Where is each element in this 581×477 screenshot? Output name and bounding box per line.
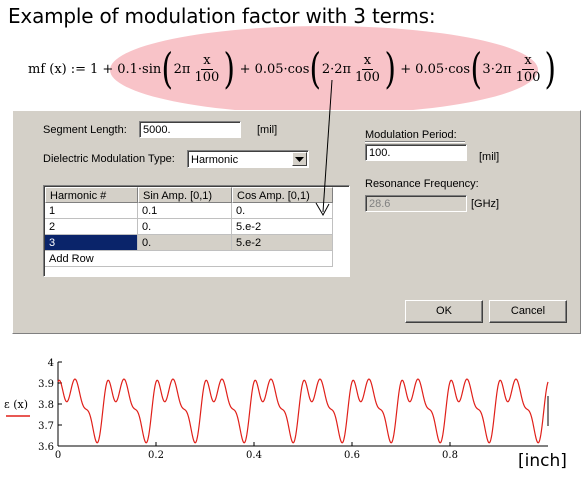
table-cell[interactable]: 1 [45, 203, 138, 219]
resonance-frequency-input: 28.6 [365, 195, 467, 212]
x-tick-label: 0.4 [246, 450, 262, 461]
y-tick-label: 4 [48, 358, 54, 369]
ok-button[interactable]: OK [405, 300, 483, 323]
dielectric-type-value: Harmonic [191, 154, 239, 166]
y-tick-label: 3.9 [38, 379, 54, 390]
y-axis-label: ε (x) [4, 398, 28, 411]
formula-const: 1 [90, 61, 99, 77]
formula: mf (x) := 1 + 0.1·sin ( 2π x 100 ) + 0.05… [28, 34, 557, 104]
formula-arg3-pre: 3·2π [482, 61, 512, 77]
formula-plus-1: + [102, 61, 114, 77]
modulation-period-input[interactable]: 100. [365, 144, 467, 161]
modulation-period-unit: [mil] [479, 151, 500, 163]
paren-close: ) [384, 44, 396, 93]
table-row[interactable]: 1 0.1 0. [45, 203, 335, 219]
x-tick-label: 0.2 [148, 450, 164, 461]
x-tick-label: 0.6 [344, 450, 360, 461]
heading: Example of modulation factor with 3 term… [8, 4, 436, 28]
x-tick-label: 0 [55, 450, 61, 461]
y-tick-label: 3.8 [38, 400, 54, 411]
paren-open: ( [470, 44, 482, 93]
resonance-frequency-label: Resonance Frequency: [365, 178, 479, 190]
table-cell[interactable]: 2 [45, 219, 138, 235]
x-axis-unit: [inch] [518, 451, 567, 471]
table-cell[interactable]: 0. [138, 219, 232, 235]
paren-open: ( [161, 44, 174, 93]
table-header-row: Harmonic # Sin Amp. [0,1) Cos Amp. [0,1) [45, 187, 335, 203]
modulation-period-label: Modulation Period: [365, 129, 457, 141]
formula-assign: := [70, 61, 87, 77]
formula-term1-coef: 0.1·sin [117, 61, 162, 77]
column-header[interactable]: Cos Amp. [0,1) [232, 187, 333, 203]
add-row-link[interactable]: Add Row [45, 251, 333, 267]
modulation-chart: 3.6 3.7 3.8 3.9 4 0 0.2 0.4 0.6 0.8 ε (x) [4, 358, 549, 461]
dielectric-type-select[interactable]: Harmonic [187, 150, 309, 168]
y-tick-label: 3.7 [38, 421, 54, 432]
resonance-frequency-unit: [GHz] [471, 198, 500, 210]
harmonics-table: Harmonic # Sin Amp. [0,1) Cos Amp. [0,1)… [43, 185, 350, 277]
segment-length-input[interactable]: 5000. [139, 121, 241, 138]
dropdown-button[interactable] [292, 152, 307, 166]
table-cell[interactable]: 0. [138, 235, 232, 251]
paren-close: ) [544, 44, 557, 93]
chart-ticks: 3.6 3.7 3.8 3.9 4 0 0.2 0.4 0.6 0.8 [38, 358, 458, 461]
formula-term3-coef: 0.05·cos [415, 61, 471, 77]
formula-term2-coef: 0.05·cos [254, 61, 310, 77]
cancel-button[interactable]: Cancel [489, 300, 567, 323]
table-row[interactable]: 2 0. 5.e-2 [45, 219, 335, 235]
formula-lhs: mf (x) [28, 61, 67, 77]
y-axis-label-group: ε (x) [4, 398, 30, 417]
table-cell[interactable]: 5.e-2 [232, 219, 333, 235]
segment-length-unit: [mil] [257, 124, 278, 136]
fraction: x 100 [515, 52, 541, 85]
table-cell[interactable]: 0.1 [138, 203, 232, 219]
chevron-down-icon [295, 156, 304, 162]
add-row[interactable]: Add Row [45, 251, 335, 267]
modulation-dialog: Segment Length: 5000. [mil] Dielectric M… [12, 110, 581, 334]
formula-arg2-pre: 2·2π [321, 61, 352, 77]
column-header[interactable]: Harmonic # [45, 187, 138, 203]
segment-length-label: Segment Length: [43, 124, 127, 136]
table-cell[interactable]: 3 [45, 235, 138, 251]
y-tick-label: 3.6 [38, 442, 54, 453]
dielectric-type-label: Dielectric Modulation Type: [43, 153, 175, 165]
column-header[interactable]: Sin Amp. [0,1) [138, 187, 232, 203]
divider [365, 141, 465, 143]
fraction: x 100 [194, 52, 220, 85]
table-row-selected[interactable]: 3 0. 5.e-2 [45, 235, 335, 251]
x-tick-label: 0.8 [442, 450, 458, 461]
formula-arg1-pre: 2π [173, 61, 191, 77]
paren-open: ( [309, 44, 322, 93]
formula-plus-2: + [239, 61, 251, 77]
paren-close: ) [223, 44, 236, 93]
formula-plus-3: + [400, 61, 412, 77]
table-cell[interactable]: 5.e-2 [232, 235, 333, 251]
table-cell[interactable]: 0. [232, 203, 333, 219]
series-line-epsilon [57, 378, 549, 444]
fraction: x 100 [355, 52, 380, 85]
